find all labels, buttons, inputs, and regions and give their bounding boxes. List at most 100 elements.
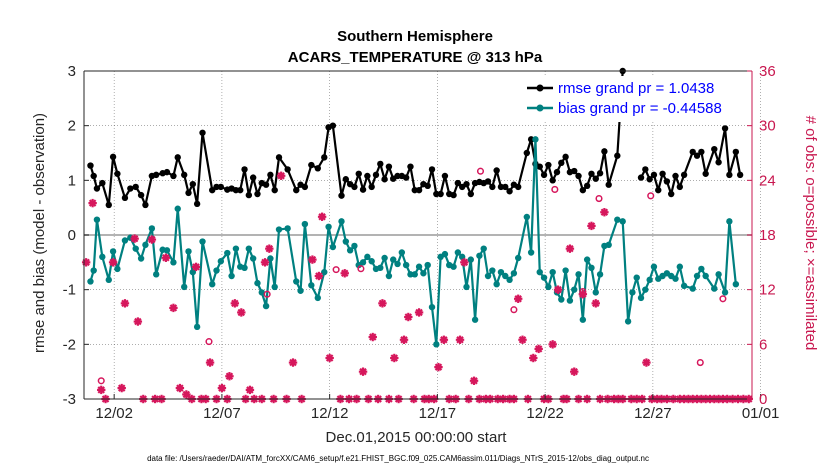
- bias-point: [181, 283, 188, 291]
- data-file-footnote: data file: /Users/raeder/DAI/ATM_forcXX/…: [147, 454, 649, 463]
- y-left-tick-label: -1: [63, 282, 76, 299]
- bias-point: [293, 278, 300, 285]
- bias-point: [549, 268, 556, 276]
- chart-subtitle: ACARS_TEMPERATURE @ 313 hPa: [288, 49, 543, 66]
- assimilated-obs-core: [163, 255, 169, 260]
- y-right-tick-label: 36: [759, 63, 776, 80]
- rmse-point: [562, 153, 569, 161]
- assimilated-obs-core: [360, 369, 366, 374]
- bias-point: [592, 289, 599, 296]
- assimilated-obs-core: [644, 360, 649, 365]
- y-left-tick-label: 1: [68, 172, 76, 189]
- assimilated-obs-marker: [133, 317, 143, 326]
- assimilated-obs-marker: [108, 258, 118, 267]
- rmse-point: [254, 190, 261, 198]
- possible-obs-marker: [476, 167, 485, 175]
- assimilated-obs-core: [401, 337, 407, 342]
- y-left-tick-label: 2: [68, 118, 76, 135]
- bias-point: [672, 275, 679, 282]
- assimilated-obs-marker: [276, 171, 286, 180]
- bias-point: [189, 268, 197, 276]
- rmse-point: [217, 183, 225, 191]
- y-right-tick-label: 12: [759, 282, 776, 299]
- bias-point: [90, 267, 97, 274]
- possible-obs-marker: [696, 359, 704, 367]
- bias-point: [185, 248, 192, 255]
- assimilated-obs-marker: [358, 367, 368, 376]
- assimilated-obs-core: [132, 236, 137, 241]
- rmse-point: [185, 189, 192, 197]
- rmse-point: [109, 153, 117, 161]
- bias-point: [506, 276, 513, 284]
- assimilated-obs-marker: [399, 335, 409, 344]
- rmse-point: [142, 201, 149, 209]
- rmse-point: [637, 174, 645, 181]
- bias-point: [377, 264, 384, 271]
- rmse-point: [87, 162, 94, 169]
- rmse-point: [372, 171, 380, 179]
- rmse-point: [711, 145, 718, 153]
- rmse-point: [245, 191, 253, 199]
- x-tick-label: 12/07: [203, 405, 241, 422]
- rmse-point: [736, 171, 744, 179]
- bias-point: [193, 323, 201, 331]
- bias-point: [398, 249, 406, 256]
- assimilated-obs-marker: [182, 390, 191, 399]
- assimilated-obs-core: [457, 337, 463, 342]
- rmse-point: [689, 148, 696, 156]
- bias-point: [721, 289, 729, 296]
- legend-bias-marker: [536, 104, 544, 112]
- bias-point: [99, 253, 106, 261]
- rmse-point: [105, 201, 112, 209]
- bias-point: [558, 296, 565, 303]
- bias-point: [698, 265, 705, 273]
- y-left-tick-label: -2: [63, 336, 76, 353]
- rmse-point: [545, 161, 552, 169]
- rmse-point: [571, 167, 578, 175]
- rmse-point: [199, 129, 206, 136]
- rmse-point: [364, 172, 371, 180]
- rmse-point: [381, 176, 388, 183]
- bias-point: [114, 265, 121, 273]
- bias-point: [433, 341, 440, 348]
- chart-title: Southern Hemisphere: [337, 28, 493, 45]
- assimilated-obs-marker: [548, 340, 557, 349]
- assimilated-obs-marker: [439, 335, 449, 344]
- bias-point: [152, 271, 160, 278]
- bias-point: [646, 276, 653, 284]
- possible-obs-marker: [595, 195, 603, 203]
- bias-point: [351, 242, 358, 250]
- assimilated-obs-core: [602, 210, 607, 215]
- bias-point: [493, 281, 500, 288]
- rmse-point: [415, 186, 423, 194]
- rmse-point: [114, 170, 121, 177]
- bias-point: [633, 274, 640, 281]
- bias-point: [267, 255, 274, 262]
- rmse-point: [715, 159, 722, 166]
- rmse-point: [181, 171, 188, 179]
- rmse-point: [249, 174, 257, 181]
- bias-point: [254, 279, 261, 287]
- assimilated-obs-core: [555, 287, 561, 292]
- rmse-point: [515, 183, 522, 191]
- assimilated-obs-marker: [288, 358, 298, 367]
- rmse-point: [693, 152, 701, 159]
- assimilated-obs-core: [531, 355, 536, 361]
- legend: rmse grand pr = 1.0438 bias grand pr = -…: [522, 76, 750, 122]
- bias-point: [411, 271, 418, 278]
- assimilated-obs-marker: [460, 258, 469, 267]
- rmse-point: [189, 180, 197, 188]
- assimilated-obs-marker: [534, 344, 543, 354]
- bias-point: [338, 218, 345, 225]
- assimilated-obs-core: [462, 260, 467, 265]
- y-right-tick-label: 0: [759, 391, 767, 408]
- bias-point: [228, 272, 235, 280]
- assimilated-obs-marker: [317, 212, 327, 221]
- bias-point: [680, 282, 688, 290]
- assimilated-obs-marker: [308, 255, 317, 264]
- assimilated-obs-core: [239, 310, 244, 315]
- bias-point: [726, 218, 733, 225]
- rmse-point: [463, 180, 470, 188]
- assimilated-obs-core: [149, 237, 155, 242]
- rmse-point: [428, 166, 436, 173]
